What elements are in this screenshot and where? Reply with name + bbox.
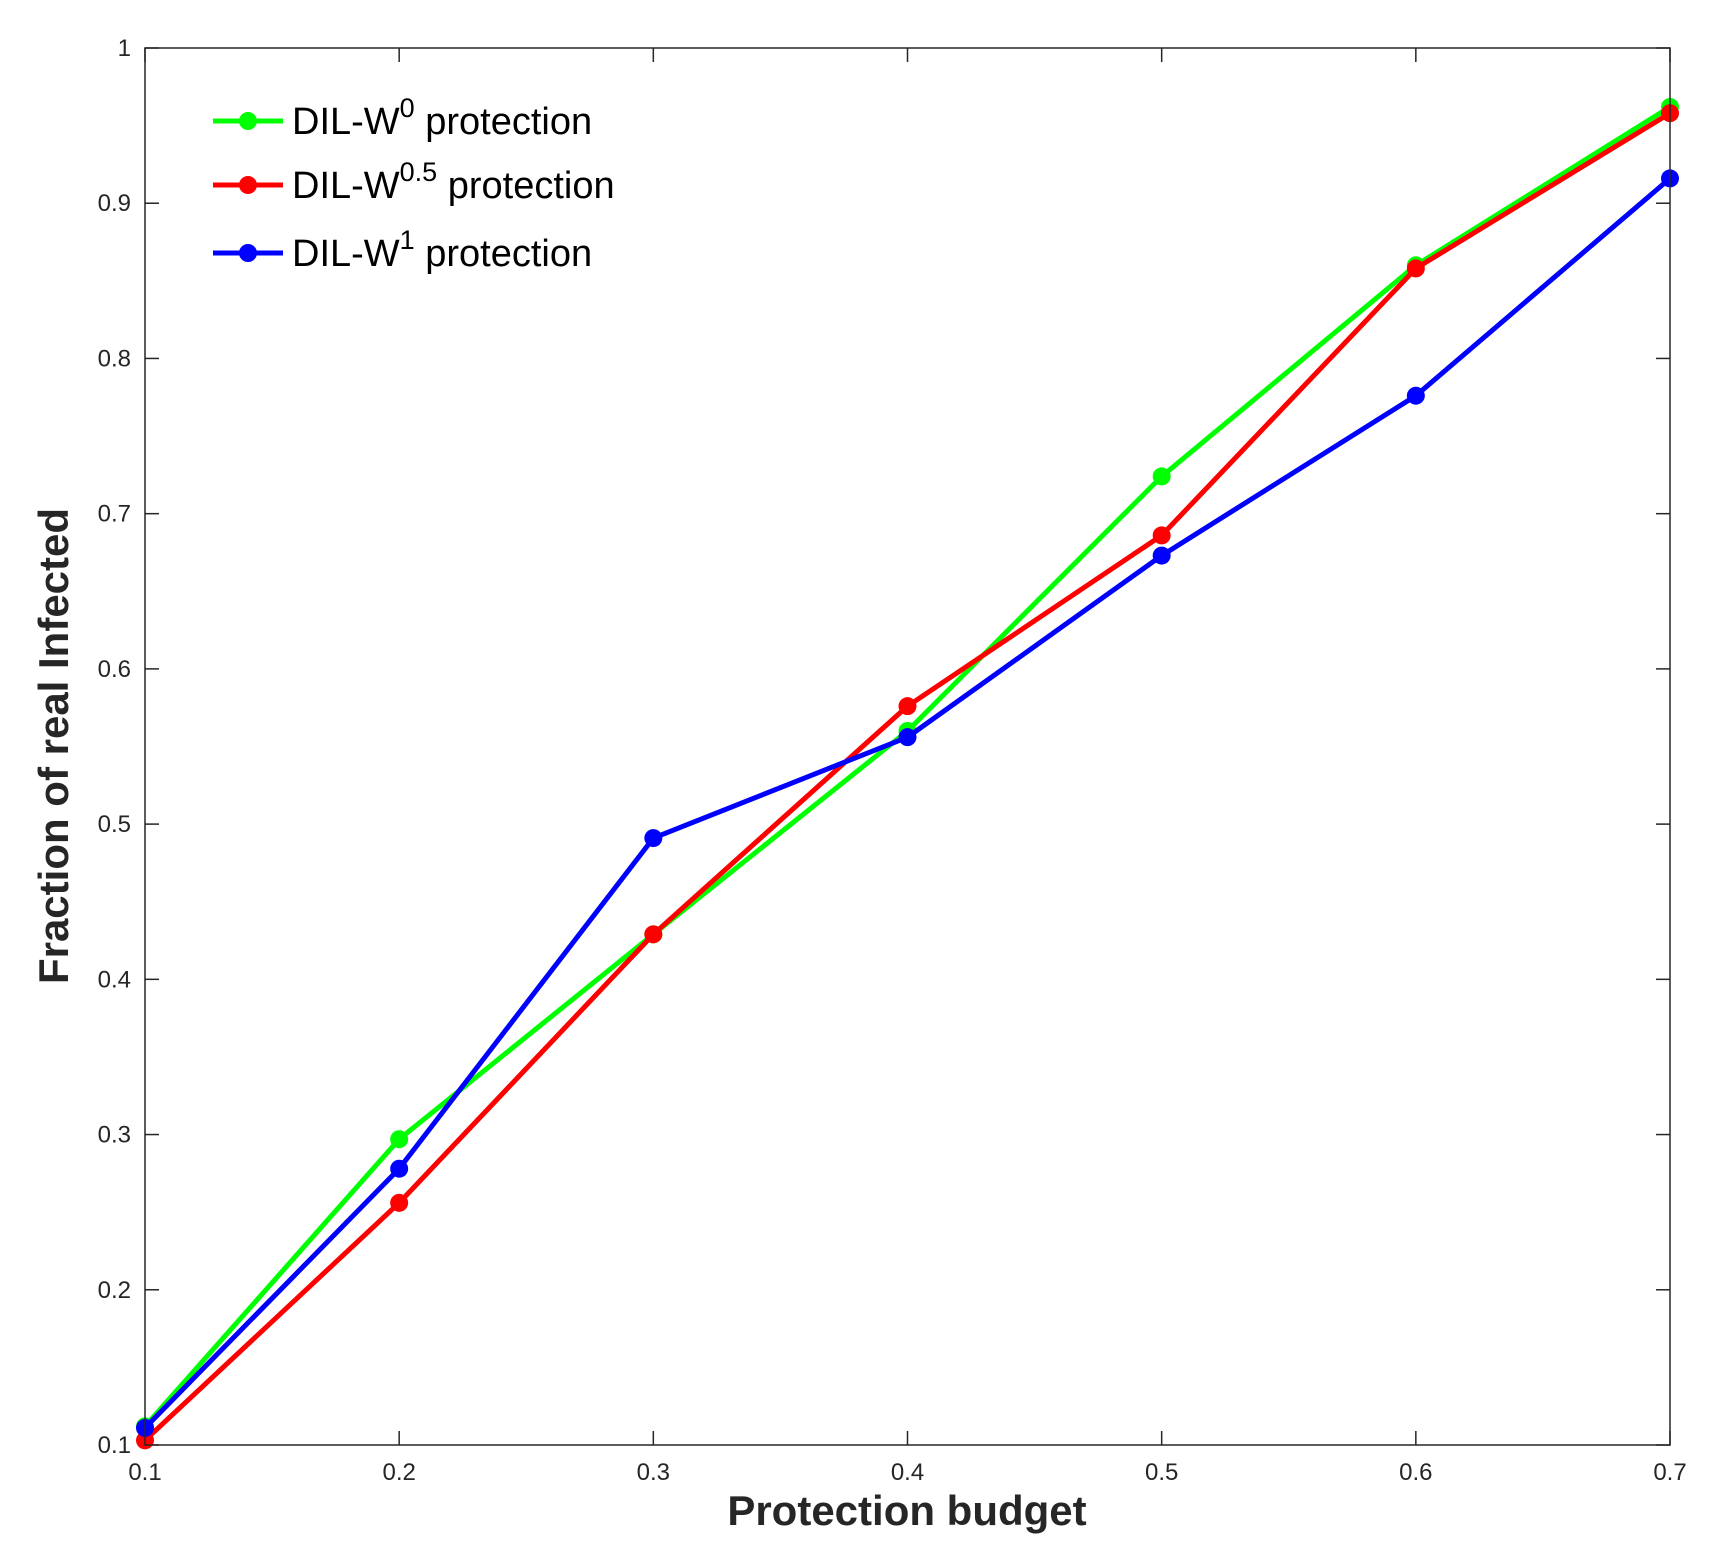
data-point [898, 697, 917, 716]
y-tick-label: 0.1 [98, 1432, 131, 1459]
x-tick-label: 0.7 [1653, 1459, 1686, 1486]
data-point [1406, 259, 1425, 278]
legend-label-suffix: protection [415, 101, 592, 143]
series-2 [136, 169, 1679, 1437]
data-point [898, 728, 917, 747]
y-tick-label: 0.2 [98, 1277, 131, 1304]
legend-item: DIL-W0.5 protection [213, 157, 615, 207]
x-tick-label: 0.6 [1399, 1459, 1432, 1486]
plot-frame [144, 47, 1671, 1446]
y-axis-title: Fraction of real Infected [30, 508, 77, 984]
legend-label-superscript: 1 [400, 225, 415, 255]
data-point [390, 1193, 409, 1212]
legend-label: DIL-W1 protection [292, 225, 592, 275]
x-tick-label: 0.4 [891, 1459, 924, 1486]
x-tick-label: 0.1 [128, 1459, 161, 1486]
data-point [644, 925, 663, 944]
legend-label-suffix: protection [437, 165, 614, 207]
y-tick-label: 0.6 [98, 656, 131, 683]
y-tick-label: 0.9 [98, 190, 131, 217]
data-point [1152, 546, 1171, 565]
y-tick-label: 0.5 [98, 811, 131, 838]
legend-marker [239, 176, 257, 194]
data-point [1152, 526, 1171, 545]
legend-label: DIL-W0 protection [292, 93, 592, 143]
legend-label-suffix: protection [415, 233, 592, 275]
x-tick-label: 0.3 [637, 1459, 670, 1486]
legend-marker [239, 244, 257, 262]
y-tick-label: 0.3 [98, 1122, 131, 1149]
x-tick-label: 0.2 [382, 1459, 415, 1486]
data-point [390, 1159, 409, 1178]
ticks-layer: 0.1 0.2 0.3 0.4 0.5 0.6 0.7 0.1 0.2 0.3 0.4 0.5 0.6 0… [98, 35, 1687, 1486]
y-tick-label: 0.8 [98, 345, 131, 372]
y-tick-label: 0.4 [98, 966, 131, 993]
data-point [1152, 467, 1171, 486]
data-point [390, 1130, 409, 1149]
legend-label: DIL-W0.5 protection [292, 157, 615, 207]
data-point [644, 829, 663, 848]
legend-marker [239, 112, 257, 130]
legend-label-base: DIL-W [292, 233, 400, 275]
series-1 [136, 104, 1679, 1450]
legend-label-base: DIL-W [292, 101, 400, 143]
legend-label-superscript: 0.5 [400, 157, 438, 187]
legend-label-superscript: 0 [400, 93, 415, 123]
legend-label-base: DIL-W [292, 165, 400, 207]
legend-item: DIL-W0 protection [213, 93, 592, 143]
x-axis-title: Protection budget [727, 1487, 1086, 1534]
x-tick-label: 0.5 [1145, 1459, 1178, 1486]
y-tick-label: 0.7 [98, 501, 131, 528]
data-point [1406, 386, 1425, 405]
series-layer [136, 97, 1679, 1450]
y-tick-label: 1 [118, 35, 131, 62]
legend-item: DIL-W1 protection [213, 225, 592, 275]
